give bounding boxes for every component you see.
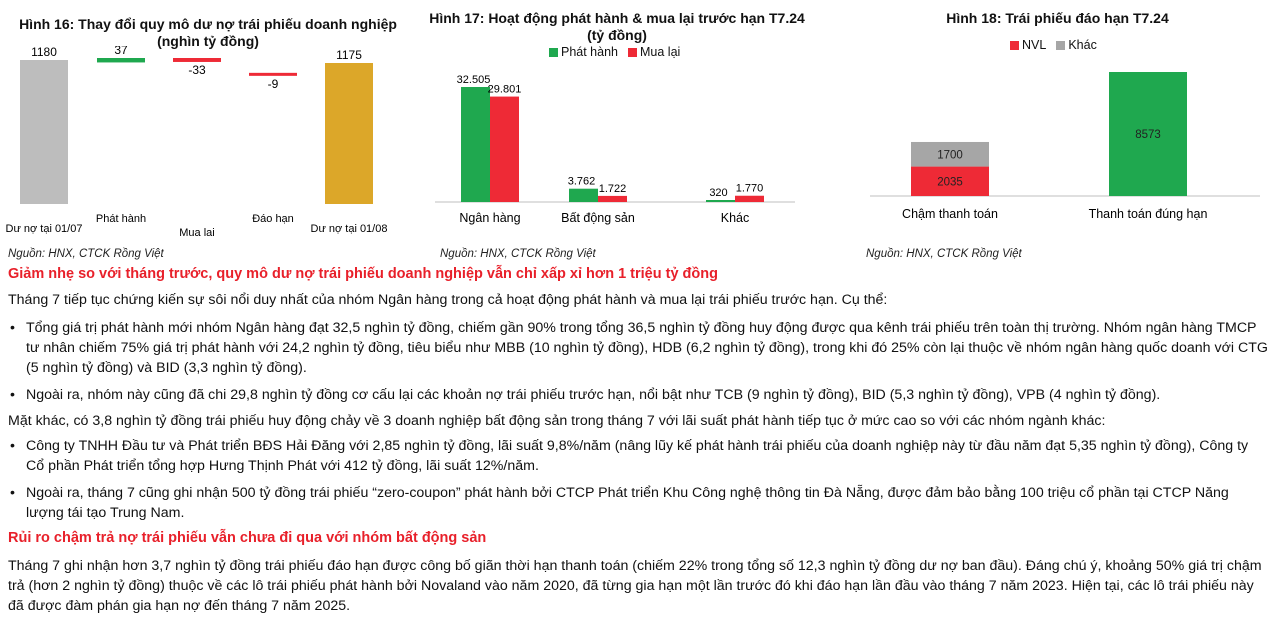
chart17-title-text: Hình 17: Hoạt động phát hành & mua lại t… [429, 10, 805, 26]
bar-Mua lại [490, 96, 519, 202]
bar-Phát hành [461, 87, 490, 202]
bar-Phát hành [706, 200, 735, 202]
data-label: 32.505 [457, 74, 491, 86]
paragraph-1: Tháng 7 tiếp tục chứng kiến sự sôi nổi d… [8, 292, 888, 308]
x-tick-label: Chậm thanh toán [902, 207, 998, 221]
bar-4 [325, 63, 373, 204]
data-label: 3.762 [568, 176, 596, 188]
bullet-2: Ngoài ra, nhóm này cũng đã chi 29,8 nghì… [8, 385, 1270, 405]
chart18-svg: 2035 1700 Chậm thanh toán 8573 Thanh toán đú… [870, 72, 1260, 221]
chart16-svg: 1180 37 -33 -9 1175 Dư nợ tại 01/07 Phát hành M… [6, 46, 388, 236]
x-tick-label: Dư nợ tại 01/08 [311, 223, 388, 235]
data-label: 37 [114, 46, 128, 57]
chart16-subtitle: (nghìn tỷ đồng) [157, 33, 259, 49]
x-tick-label: Bất động sản [561, 211, 635, 225]
data-label: 1175 [336, 48, 362, 62]
bar-2 [173, 58, 221, 62]
bar-Khác [911, 141, 989, 167]
chart18-legend: NVL Khác [1010, 38, 1097, 52]
data-label: 8573 [1135, 129, 1161, 141]
section-heading-1: Giảm nhẹ so với tháng trước, quy mô dư n… [8, 266, 718, 282]
bar-Khác [1109, 72, 1187, 196]
bullet-4: Ngoài ra, tháng 7 cũng ghi nhận 500 tỷ đ… [8, 483, 1270, 523]
x-tick-label: Khác [721, 211, 750, 225]
bar-3 [249, 72, 297, 76]
legend-item-nvl: NVL [1010, 38, 1046, 52]
x-tick-label: Đáo hạn [252, 213, 294, 225]
bar-1 [97, 58, 145, 63]
x-tick-label: Dư nợ tại 01/07 [6, 223, 83, 235]
data-label: -33 [188, 63, 206, 77]
x-tick-label: Ngân hàng [459, 211, 520, 225]
data-label: -9 [268, 77, 279, 91]
legend-label: Mua lại [640, 45, 681, 59]
legend-item-phat-hanh: Phát hành [549, 45, 618, 59]
chart17-legend: Phát hành Mua lại [549, 45, 680, 59]
paragraph-3: Tháng 7 ghi nhận hơn 3,7 nghìn tỷ đồng t… [8, 558, 1262, 614]
legend-label: Phát hành [561, 45, 618, 59]
data-label: 29.801 [488, 84, 522, 96]
legend-label: NVL [1022, 38, 1047, 52]
data-label: 2035 [937, 176, 963, 188]
chart17-title: Hình 17: Hoạt động phát hành & mua lại t… [412, 10, 822, 44]
data-label: 320 [709, 187, 727, 199]
data-label: 1.722 [599, 183, 627, 195]
bar-0 [20, 60, 68, 204]
paragraph-2: Mặt khác, có 3,8 nghìn tỷ đồng trái phiế… [8, 413, 1106, 429]
chart17-source: Nguồn: HNX, CTCK Rồng Việt [440, 248, 596, 260]
chart18-title: Hình 18: Trái phiếu đáo hạn T7.24 [946, 10, 1169, 26]
x-tick-label: Mua lại [179, 227, 214, 236]
bar-Mua lại [735, 195, 764, 202]
chart17-svg: 32.505 3.762 320 29.801 1.722 1.770 Ngân hàng B… [435, 74, 795, 225]
bullet-1: Tổng giá trị phát hành mới nhóm Ngân hàn… [8, 318, 1270, 378]
legend-item-khac: Khác [1056, 38, 1097, 52]
bar-Mua lại [598, 195, 627, 202]
legend-label: Khác [1068, 38, 1097, 52]
data-label: 1.770 [736, 183, 764, 195]
section-heading-2: Rủi ro chậm trả nợ trái phiếu vẫn chưa đ… [8, 530, 487, 546]
chart16-source: Nguồn: HNX, CTCK Rồng Việt [8, 248, 164, 260]
bullet-3: Công ty TNHH Đầu tư và Phát triển BĐS Hả… [8, 436, 1270, 476]
chart16-title: Hình 16: Thay đổi quy mô dư nợ trái phiế… [6, 16, 410, 50]
bar-Phát hành [569, 188, 598, 202]
chart16-title-text: Hình 16: Thay đổi quy mô dư nợ trái phiế… [19, 16, 397, 32]
x-tick-label: Thanh toán đúng hạn [1089, 207, 1208, 221]
legend-item-mua-lai: Mua lại [628, 45, 680, 59]
data-label: 1180 [31, 46, 57, 59]
bar-NVL [911, 166, 989, 196]
chart17-subtitle: (tỷ đồng) [587, 27, 647, 43]
data-label: 1700 [937, 149, 963, 161]
x-tick-label: Phát hành [96, 213, 146, 225]
chart18-source: Nguồn: HNX, CTCK Rồng Việt [866, 248, 1022, 260]
